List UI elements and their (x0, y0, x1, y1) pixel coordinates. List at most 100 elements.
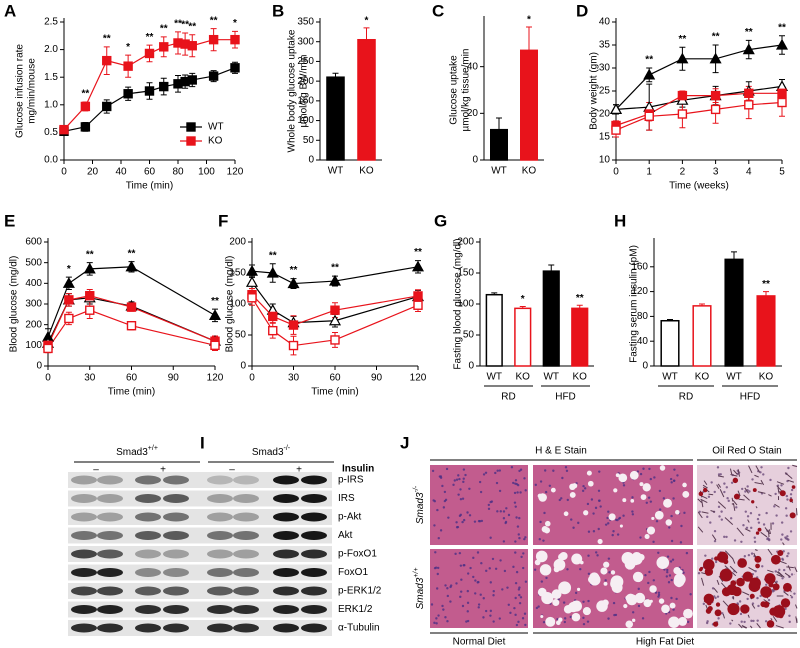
blot-band (233, 531, 259, 540)
nucleus (786, 554, 789, 558)
nucleus (441, 604, 444, 608)
tissue-strand (755, 465, 761, 473)
nucleus (780, 484, 783, 487)
tissue-strand (702, 484, 708, 489)
vacuole (534, 559, 541, 566)
marker (676, 52, 689, 64)
nucleus (754, 570, 757, 573)
nucleus (458, 551, 462, 555)
nucleus (454, 552, 457, 556)
nucleus (657, 595, 660, 598)
nucleus (759, 594, 762, 598)
x-tick-label: KO (359, 166, 374, 177)
y-tick-label: 500 (25, 257, 42, 268)
tissue-strand (747, 519, 750, 523)
nucleus (713, 529, 717, 533)
tissue-strand (795, 616, 798, 624)
nucleus (458, 514, 462, 518)
vacuole (619, 524, 623, 528)
nucleus (647, 581, 650, 585)
lipid-droplet (712, 621, 719, 627)
nucleus (716, 595, 720, 598)
nucleus (673, 479, 676, 482)
vacuole (678, 616, 688, 626)
nucleus (461, 497, 465, 500)
nucleus (631, 611, 635, 614)
lipid-droplet (740, 604, 750, 614)
nucleus (503, 569, 507, 573)
nucleus (517, 588, 521, 591)
tissue-strand (757, 491, 766, 494)
marker (144, 86, 155, 96)
nucleus (611, 533, 614, 537)
nucleus (720, 510, 723, 513)
x-tick-label: 2 (680, 167, 686, 178)
tissue-strand (768, 529, 772, 534)
significance: * (233, 18, 237, 29)
nucleus (443, 499, 447, 503)
nucleus (746, 485, 749, 488)
nucleus (778, 568, 781, 572)
nucleus (709, 521, 712, 524)
y-tick-label: 160 (631, 261, 648, 272)
vacuole (651, 516, 655, 521)
y-tick-label: 2.0 (44, 44, 58, 55)
nucleus (566, 498, 569, 502)
y-axis-label: Glucose uptake (449, 55, 460, 125)
vacuole (610, 570, 616, 575)
nucleus (698, 510, 701, 514)
y-tick-label: 80 (637, 311, 649, 322)
nucleus (760, 466, 763, 469)
nucleus (670, 481, 673, 484)
blot-band (135, 494, 161, 503)
nucleus (784, 537, 788, 540)
marker (102, 55, 112, 66)
tissue-strand (708, 493, 714, 496)
y-tick-label: 50 (235, 330, 247, 341)
blot-band (273, 568, 299, 577)
nucleus (521, 566, 525, 570)
blot-band (301, 512, 327, 522)
vacuole (639, 482, 644, 487)
tissue-strand (719, 489, 725, 498)
blot-band (207, 531, 233, 540)
nucleus (478, 480, 482, 484)
lane-label: – (229, 465, 235, 476)
marker (742, 43, 755, 55)
nucleus (607, 510, 610, 513)
nucleus (507, 603, 510, 606)
nucleus (435, 587, 439, 590)
nucleus (667, 581, 671, 584)
nucleus (515, 482, 518, 486)
vacuole (625, 620, 634, 628)
vacuole (613, 488, 618, 493)
x-tick-label: KO (759, 372, 774, 383)
nucleus (477, 603, 481, 606)
error-bar (526, 26, 532, 51)
significance: ** (576, 293, 584, 304)
tissue-strand (718, 575, 724, 582)
lipid-droplet (698, 491, 704, 497)
nucleus (596, 554, 599, 557)
x-tick-label: WT (486, 372, 502, 383)
nucleus (455, 521, 458, 524)
y-tick-label: 100 (25, 340, 42, 351)
error-bar (519, 305, 526, 309)
vacuole (583, 510, 589, 516)
blot-strip (68, 527, 332, 544)
nucleus (748, 490, 751, 493)
vacuole (644, 534, 650, 540)
nucleus (446, 594, 450, 598)
blot-band (207, 475, 233, 485)
nucleus (658, 489, 662, 493)
nucleus (790, 488, 794, 492)
marker (266, 266, 279, 278)
panel-label: B (272, 1, 284, 20)
vacuole (632, 571, 644, 583)
nucleus (730, 481, 734, 484)
lane-label: + (296, 465, 302, 476)
marker (328, 314, 342, 326)
significance: ** (290, 265, 298, 276)
nucleus (460, 578, 463, 581)
vacuole (643, 599, 652, 608)
